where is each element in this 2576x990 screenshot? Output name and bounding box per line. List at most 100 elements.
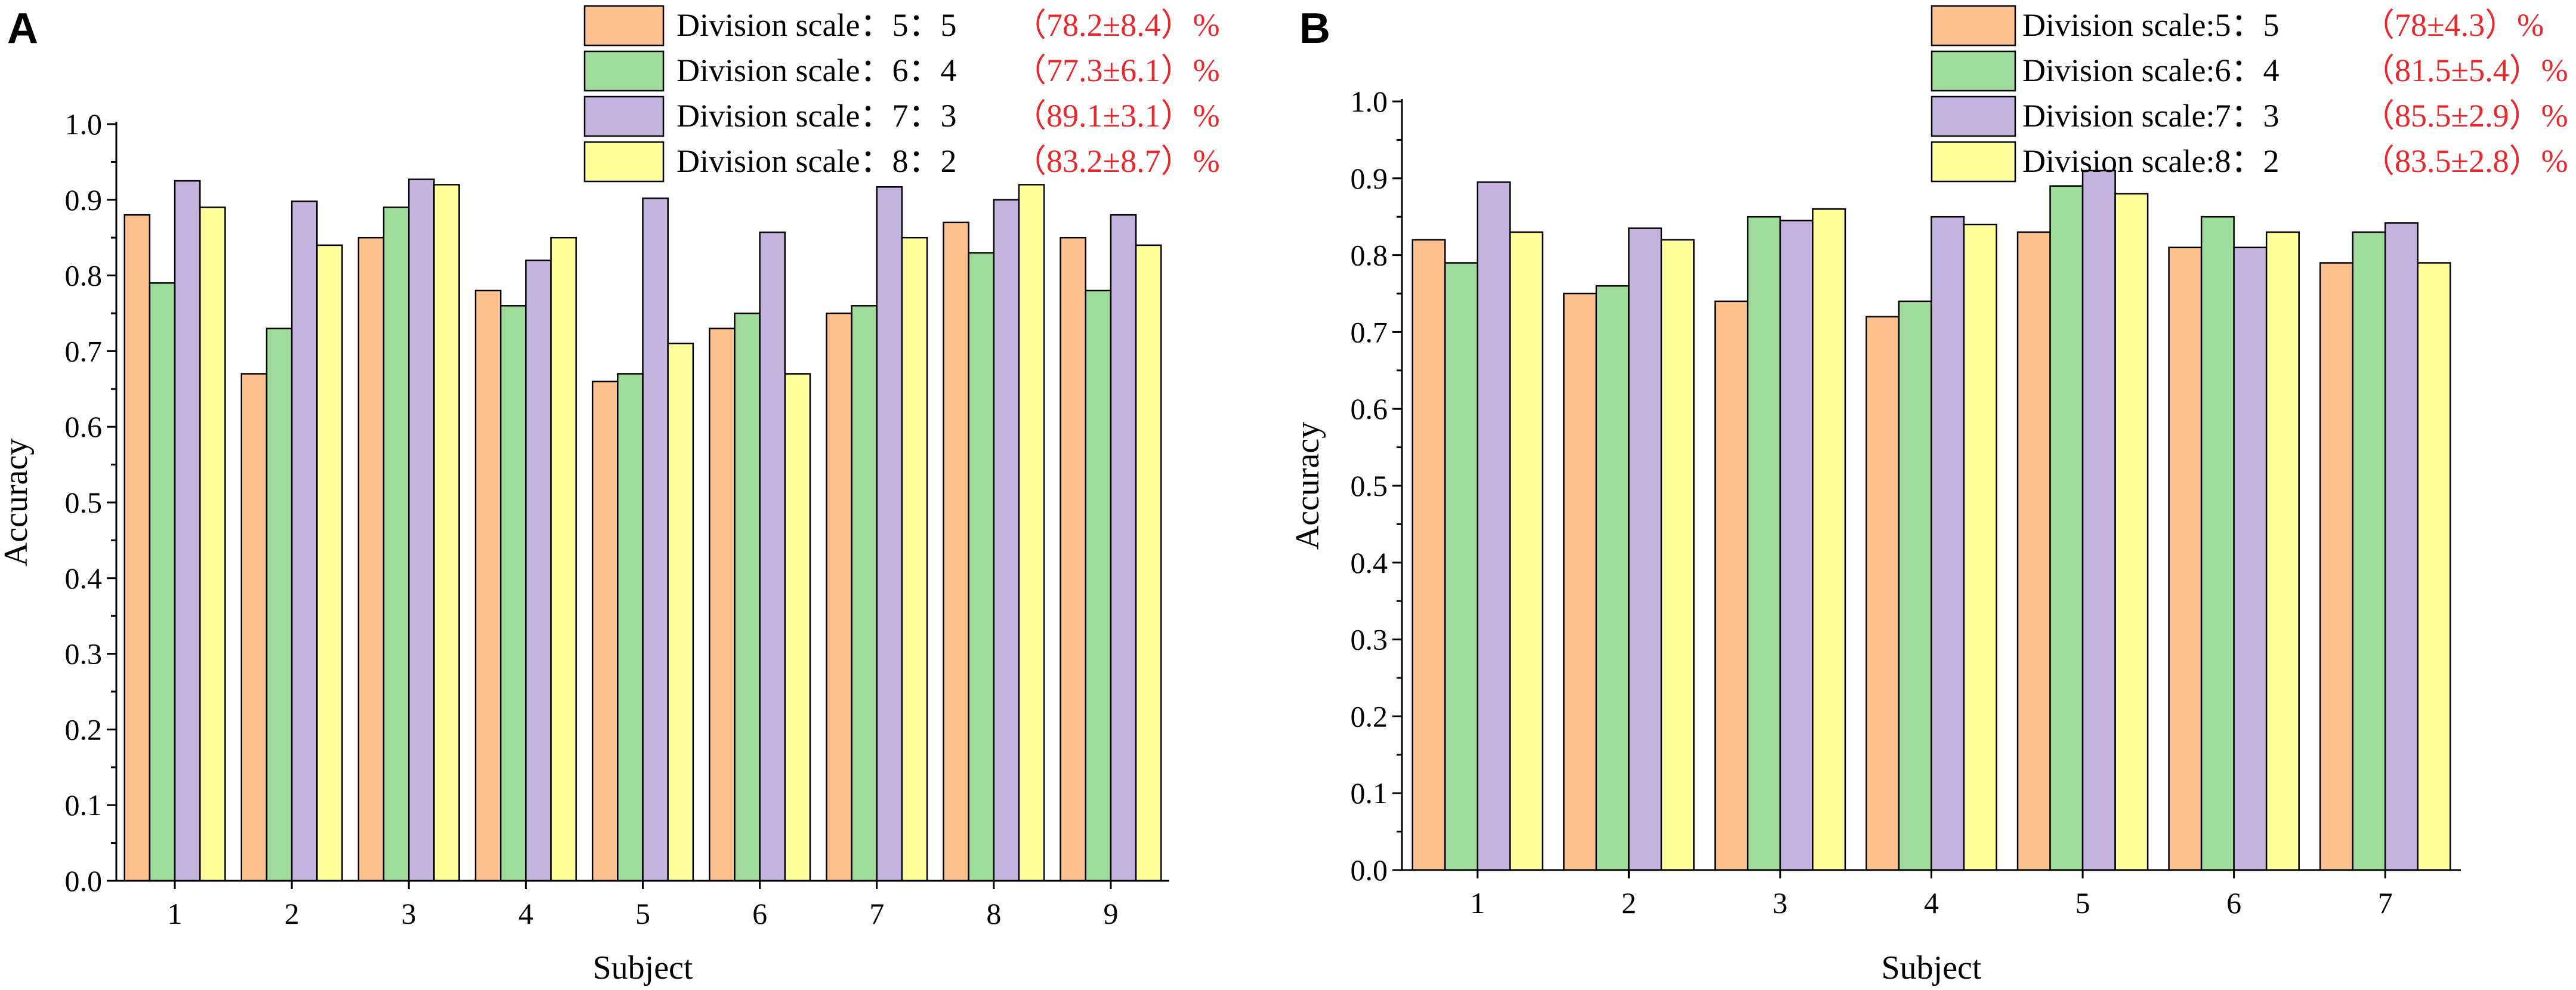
bar <box>1444 262 1479 871</box>
legend-stat: （89.1±3.1）% <box>1014 98 1220 134</box>
legend-swatch <box>1931 141 2016 183</box>
bar <box>149 282 176 882</box>
bar <box>1135 244 1162 882</box>
bar <box>943 221 969 882</box>
legend-stat: （85.5±2.9）% <box>2362 98 2568 134</box>
legend-label: Division scale：5：5 <box>677 7 956 43</box>
bar <box>433 184 460 882</box>
y-tick-label: 0.9 <box>65 183 103 217</box>
bar <box>2352 231 2386 871</box>
y-tick-label: 0.8 <box>1351 239 1388 272</box>
legend-label: Division scale:5：5 <box>2022 7 2279 43</box>
bar <box>265 328 293 882</box>
bar <box>1865 316 1900 871</box>
x-tick-label: 6 <box>752 897 767 930</box>
bar <box>826 312 853 882</box>
bar <box>240 373 268 882</box>
legend-label: Division scale：7：3 <box>677 98 956 134</box>
bar <box>499 305 527 882</box>
bar <box>1411 239 1446 871</box>
bar <box>901 236 928 882</box>
bar <box>525 259 552 882</box>
legend-stat: （77.3±6.1）% <box>1014 53 1220 88</box>
x-tick-label: 5 <box>635 897 650 930</box>
y-tick-label: 0.1 <box>65 788 103 822</box>
legend-swatch <box>583 50 665 92</box>
y-tick-label: 1.0 <box>65 107 103 141</box>
chart-panel-B: B 0.0 0.1 0.2 0.3 0.4 0.5 0.6 0.7 0.8 0.9 1.0 1 2 3 4 5 6… <box>1289 5 2568 986</box>
bar <box>2049 185 2084 871</box>
bar <box>1812 208 1846 871</box>
bar <box>1477 181 1511 871</box>
bar <box>357 236 385 882</box>
x-tick-label: 8 <box>986 897 1001 930</box>
legend-swatch <box>583 141 665 183</box>
legend-swatch <box>583 95 665 137</box>
y-axis-title: Accuracy <box>1289 422 1326 550</box>
x-tick-label: 2 <box>285 897 299 930</box>
bar <box>1595 285 1630 871</box>
legend-stat: （78.2±8.4）% <box>1014 7 1220 43</box>
bar <box>1779 220 1814 871</box>
y-tick-label: 0.2 <box>1351 699 1388 733</box>
bar <box>1963 223 1997 871</box>
bar <box>876 186 903 882</box>
bar <box>2265 231 2300 871</box>
y-tick-label: 0.6 <box>65 410 103 443</box>
bar <box>291 201 318 882</box>
x-tick-label: 5 <box>2075 886 2090 920</box>
bar <box>474 289 502 882</box>
y-tick-label: 0.7 <box>1351 315 1388 348</box>
chart-panel-A: A 0.0 0.1 0.2 0.3 0.4 0.5 0.6 0.7 0.8 0.9 1.0 1 2 3 4 5 6… <box>0 5 1220 986</box>
y-tick-label: 0.4 <box>1351 546 1388 579</box>
bar <box>591 380 619 882</box>
y-tick-label: 0.5 <box>65 486 103 519</box>
x-tick-label: 1 <box>1470 886 1485 920</box>
y-tick-label: 0.6 <box>1351 392 1388 425</box>
legend-stat: （83.5±2.8）% <box>2362 143 2568 179</box>
x-tick-label: 7 <box>2378 886 2393 920</box>
legend-swatch <box>1931 50 2016 92</box>
bar <box>2384 222 2419 871</box>
legend-swatch <box>1931 5 2016 47</box>
bar <box>1714 300 1749 871</box>
bar <box>993 199 1020 882</box>
bar <box>2168 246 2203 871</box>
x-tick-label: 1 <box>168 897 183 930</box>
bar <box>1660 239 1695 871</box>
y-tick-label: 0.4 <box>65 562 103 595</box>
x-tick-label: 3 <box>401 897 416 930</box>
bar <box>1018 184 1045 882</box>
bar <box>1931 215 1965 871</box>
x-tick-label: 4 <box>518 897 533 930</box>
legend-stat: （78±4.3）% <box>2362 7 2544 43</box>
legend-label: Division scale：6：4 <box>677 53 956 88</box>
x-tick-label: 3 <box>1772 886 1787 920</box>
bar <box>2233 246 2268 871</box>
bar <box>784 373 811 882</box>
bar <box>2319 262 2353 871</box>
bar <box>2016 231 2051 871</box>
y-tick-label: 0.0 <box>65 864 103 898</box>
bar <box>2200 215 2235 871</box>
bar <box>759 232 786 882</box>
bar <box>174 180 201 882</box>
bar <box>851 305 878 882</box>
bar <box>550 236 577 882</box>
legend-label: Division scale:8：2 <box>2022 143 2279 179</box>
y-tick-label: 0.5 <box>1351 469 1388 502</box>
x-tick-label: 4 <box>1924 886 1939 920</box>
bar <box>617 373 644 882</box>
x-tick-label: 2 <box>1621 886 1636 920</box>
y-tick-label: 0.8 <box>65 259 103 292</box>
x-axis-title: Subject <box>593 949 693 986</box>
legend-label: Division scale:6：4 <box>2022 53 2279 88</box>
panel-letter: A <box>7 5 38 53</box>
y-tick-label: 1.0 <box>1351 85 1388 118</box>
panel-letter: B <box>1299 5 1330 53</box>
y-tick-label: 0.1 <box>1351 776 1388 810</box>
legend-swatch <box>583 5 665 47</box>
bar <box>642 198 669 882</box>
bar <box>2417 262 2451 871</box>
